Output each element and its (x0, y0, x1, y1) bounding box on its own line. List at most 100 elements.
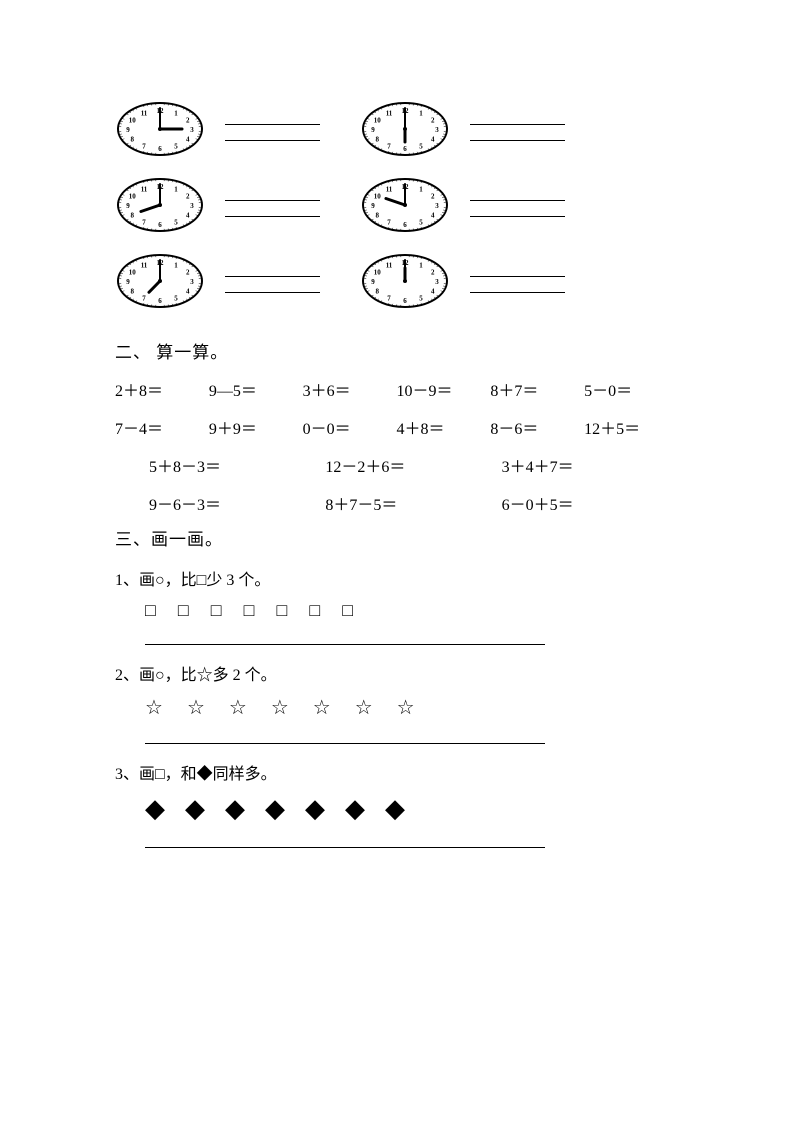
shape-glyph: □ (309, 600, 320, 621)
svg-text:2: 2 (186, 117, 190, 125)
svg-text:8: 8 (131, 136, 135, 144)
svg-text:10: 10 (129, 193, 137, 201)
shape-glyph: □ (277, 600, 288, 621)
svg-text:1: 1 (419, 110, 423, 118)
answer-line[interactable] (225, 215, 320, 217)
svg-text:6: 6 (158, 145, 162, 153)
svg-text:4: 4 (186, 288, 190, 296)
answer-line[interactable] (470, 123, 565, 125)
calc-expression: 4＋8＝ (396, 415, 490, 439)
clock-icon: 123456789101112 (360, 176, 450, 234)
section-2-title: 二、 算一算。 (115, 338, 678, 363)
calc-expression: 10－9＝ (396, 377, 490, 401)
answer-line[interactable] (225, 275, 320, 277)
clock-icon: 123456789101112 (115, 176, 205, 234)
section-3-title: 三、画一画。 (115, 525, 678, 550)
shape-glyph: ◆ (225, 794, 245, 824)
clock-answer-lines[interactable] (470, 123, 565, 141)
shape-glyph: □ (244, 600, 255, 621)
svg-text:2: 2 (431, 269, 435, 277)
svg-text:4: 4 (431, 136, 435, 144)
answer-line[interactable] (225, 199, 320, 201)
calc-expression: 9—5＝ (209, 377, 303, 401)
shape-glyph: ☆ (355, 695, 373, 720)
clock-answer-lines[interactable] (470, 199, 565, 217)
answer-line[interactable] (470, 291, 565, 293)
svg-text:1: 1 (419, 186, 423, 194)
svg-text:4: 4 (431, 288, 435, 296)
svg-text:5: 5 (174, 294, 178, 302)
svg-text:10: 10 (374, 269, 382, 277)
svg-text:5: 5 (419, 142, 423, 150)
calc-expression: 12＋5＝ (584, 415, 678, 439)
clock-cell: 123456789101112 (115, 100, 320, 158)
svg-text:10: 10 (129, 269, 137, 277)
clock-row: 123456789101112 123456789101112 (115, 176, 678, 234)
q1-text: 1、画○，比□少 3 个。 (115, 566, 678, 590)
clock-row: 123456789101112 123456789101112 (115, 252, 678, 310)
calc-expression: 2＋8＝ (115, 377, 209, 401)
answer-line[interactable] (225, 123, 320, 125)
svg-text:9: 9 (126, 278, 130, 286)
clock-answer-lines[interactable] (470, 275, 565, 293)
shape-glyph: ◆ (145, 794, 165, 824)
svg-text:3: 3 (190, 202, 194, 210)
clock-icon: 123456789101112 (115, 100, 205, 158)
answer-line[interactable] (225, 291, 320, 293)
svg-text:7: 7 (387, 294, 391, 302)
svg-text:7: 7 (142, 294, 146, 302)
clock-answer-lines[interactable] (225, 275, 320, 293)
q2-answer-line[interactable] (145, 742, 545, 744)
shape-glyph: ◆ (345, 794, 365, 824)
svg-text:6: 6 (158, 297, 162, 305)
svg-text:7: 7 (142, 142, 146, 150)
svg-text:5: 5 (419, 218, 423, 226)
svg-text:9: 9 (371, 202, 375, 210)
svg-text:11: 11 (386, 110, 393, 118)
svg-text:1: 1 (419, 262, 423, 270)
clock-icon: 123456789101112 (115, 252, 205, 310)
calc-expression: 3＋4＋7＝ (502, 453, 678, 477)
shape-glyph: ☆ (187, 695, 205, 720)
calc-expression: 12－2＋6＝ (325, 453, 501, 477)
answer-line[interactable] (470, 215, 565, 217)
svg-text:3: 3 (190, 126, 194, 134)
svg-text:9: 9 (371, 126, 375, 134)
answer-line[interactable] (470, 139, 565, 141)
shape-glyph: ◆ (305, 794, 325, 824)
svg-text:3: 3 (435, 202, 439, 210)
svg-text:10: 10 (129, 117, 137, 125)
calc-expression: 6－0＋5＝ (502, 491, 678, 515)
q1-answer-line[interactable] (145, 643, 545, 645)
clock-cell: 123456789101112 (360, 100, 565, 158)
q3-answer-line[interactable] (145, 846, 545, 848)
answer-line[interactable] (225, 139, 320, 141)
clock-answer-lines[interactable] (225, 199, 320, 217)
clock-row: 123456789101112 123456789101112 (115, 100, 678, 158)
svg-text:1: 1 (174, 186, 178, 194)
answer-line[interactable] (470, 275, 565, 277)
svg-text:7: 7 (387, 218, 391, 226)
svg-text:11: 11 (386, 262, 393, 270)
shape-glyph: ☆ (313, 695, 331, 720)
q3-shapes: ◆◆◆◆◆◆◆ (115, 794, 678, 824)
calc-row: 9－6－3＝8＋7－5＝6－0＋5＝ (115, 491, 678, 515)
clock-answer-lines[interactable] (225, 123, 320, 141)
svg-text:2: 2 (431, 193, 435, 201)
svg-text:4: 4 (431, 212, 435, 220)
svg-text:6: 6 (403, 145, 407, 153)
clock-cell: 123456789101112 (115, 176, 320, 234)
svg-text:7: 7 (142, 218, 146, 226)
svg-text:10: 10 (374, 193, 382, 201)
svg-text:3: 3 (435, 278, 439, 286)
svg-text:8: 8 (376, 288, 380, 296)
shape-glyph: ◆ (185, 794, 205, 824)
shape-glyph: ☆ (145, 695, 163, 720)
calc-expression: 8－6＝ (490, 415, 584, 439)
answer-line[interactable] (470, 199, 565, 201)
svg-text:1: 1 (174, 262, 178, 270)
shape-glyph: ☆ (229, 695, 247, 720)
svg-text:11: 11 (141, 110, 148, 118)
svg-text:9: 9 (126, 202, 130, 210)
shape-glyph: ☆ (271, 695, 289, 720)
